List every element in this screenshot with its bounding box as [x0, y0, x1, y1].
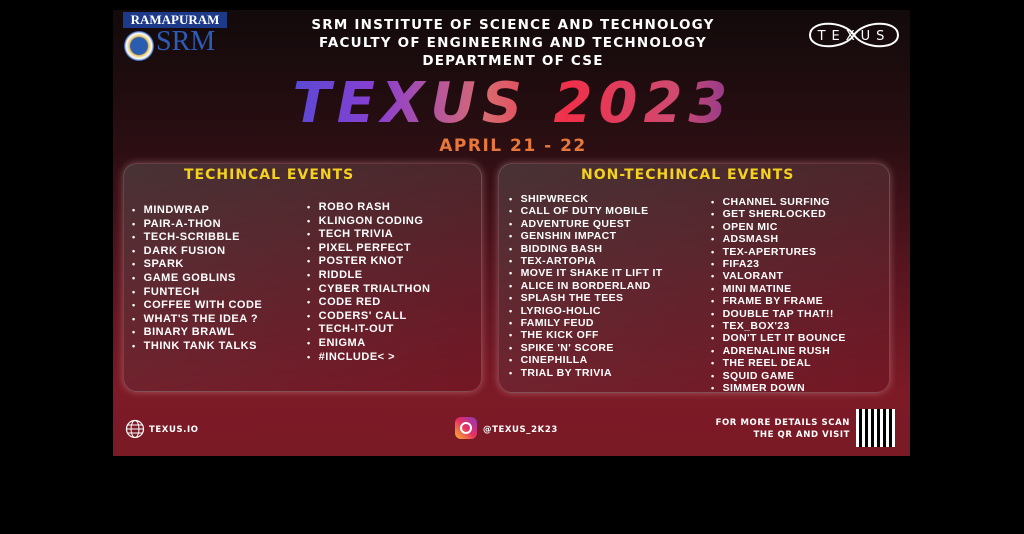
- texus-logo: TEXUS: [808, 22, 900, 48]
- event-item: KLINGON CODING: [307, 215, 430, 229]
- event-item: CYBER TRIALTHON: [307, 283, 430, 297]
- event-item: THE REEL DEAL: [711, 357, 846, 369]
- srm-seal-icon: [124, 31, 154, 61]
- event-item: SIMMER DOWN: [711, 382, 846, 394]
- event-item: THINK TANK TALKS: [132, 340, 262, 354]
- event-item: CODERS' CALL: [307, 310, 430, 324]
- header-line-1: SRM INSTITUTE OF SCIENCE AND TECHNOLOGY: [311, 17, 715, 33]
- header-line-3: DEPARTMENT OF CSE: [422, 53, 604, 69]
- event-item: SPIKE 'N' SCORE: [509, 342, 663, 354]
- event-item: BIDDING BASH: [509, 243, 663, 255]
- event-item: FRAME BY FRAME: [711, 295, 846, 307]
- event-item: TEX-ARTOPIA: [509, 255, 663, 267]
- qr-code[interactable]: [853, 406, 898, 450]
- event-item: SPARK: [132, 258, 262, 272]
- event-item: CINEPHILLA: [509, 354, 663, 366]
- event-item: CHANNEL SURFING: [711, 196, 846, 208]
- event-item: ADRENALINE RUSH: [711, 345, 846, 357]
- event-item: TEX_BOX'23: [711, 320, 846, 332]
- event-item: RIDDLE: [307, 269, 430, 283]
- event-item: CODE RED: [307, 296, 430, 310]
- event-item: SPLASH THE TEES: [509, 292, 663, 304]
- event-item: PAIR-A-THON: [132, 218, 262, 232]
- event-item: ADVENTURE QUEST: [509, 218, 663, 230]
- event-item: GAME GOBLINS: [132, 272, 262, 286]
- event-item: GET SHERLOCKED: [711, 208, 846, 220]
- event-date: APRIL 21 - 22: [439, 136, 587, 156]
- event-title: TEXUS 2023: [243, 76, 783, 132]
- event-item: MOVE IT SHAKE IT LIFT IT: [509, 267, 663, 279]
- event-item: CALL OF DUTY MOBILE: [509, 205, 663, 217]
- event-item: WHAT'S THE IDEA ?: [132, 313, 262, 327]
- event-item: TECH-IT-OUT: [307, 323, 430, 337]
- event-item: VALORANT: [711, 270, 846, 282]
- svg-text:TEXUS: TEXUS: [817, 29, 891, 44]
- event-item: DON'T LET IT BOUNCE: [711, 332, 846, 344]
- globe-icon: [125, 419, 145, 439]
- non-technical-list-2: CHANNEL SURFINGGET SHERLOCKEDOPEN MICADS…: [711, 196, 846, 395]
- event-item: LYRIGO-HOLIC: [509, 305, 663, 317]
- event-item: MINI MATINE: [711, 283, 846, 295]
- event-item: BINARY BRAWL: [132, 326, 262, 340]
- instagram-handle[interactable]: @TEXUS_2K23: [483, 425, 558, 435]
- event-item: DARK FUSION: [132, 245, 262, 259]
- event-item: FIFA23: [711, 258, 846, 270]
- event-item: TEX-APERTURES: [711, 246, 846, 258]
- srm-logo-campus: RAMAPURAM: [123, 12, 227, 28]
- event-item: GENSHIN IMPACT: [509, 230, 663, 242]
- header-line-2: FACULTY OF ENGINEERING AND TECHNOLOGY: [319, 35, 707, 51]
- event-item: ALICE IN BORDERLAND: [509, 280, 663, 292]
- details-line-2: THE QR AND VISIT: [753, 430, 850, 440]
- non-technical-list-1: SHIPWRECKCALL OF DUTY MOBILEADVENTURE QU…: [509, 193, 663, 379]
- event-item: #INCLUDE< >: [307, 351, 430, 365]
- details-line-1: FOR MORE DETAILS SCAN: [715, 418, 850, 428]
- technical-list-2: ROBO RASHKLINGON CODINGTECH TRIVIAPIXEL …: [307, 201, 430, 364]
- non-technical-events-panel: NON-TECHINCAL EVENTS SHIPWRECKCALL OF DU…: [498, 163, 890, 395]
- event-item: THE KICK OFF: [509, 329, 663, 341]
- technical-heading: TECHINCAL EVENTS: [184, 167, 355, 183]
- event-item: DOUBLE TAP THAT!!: [711, 308, 846, 320]
- event-item: ENIGMA: [307, 337, 430, 351]
- event-item: FUNTECH: [132, 286, 262, 300]
- event-item: MINDWRAP: [132, 204, 262, 218]
- event-poster: RAMAPURAM SRM SRM INSTITUTE OF SCIENCE A…: [113, 10, 910, 456]
- event-item: SHIPWRECK: [509, 193, 663, 205]
- event-item: TECH TRIVIA: [307, 228, 430, 242]
- srm-logo: RAMAPURAM SRM: [123, 12, 227, 62]
- event-item: TECH-SCRIBBLE: [132, 231, 262, 245]
- non-technical-heading: NON-TECHINCAL EVENTS: [581, 167, 795, 183]
- event-item: SQUID GAME: [711, 370, 846, 382]
- event-item: PIXEL PERFECT: [307, 242, 430, 256]
- event-item: COFFEE WITH CODE: [132, 299, 262, 313]
- technical-events-panel: TECHINCAL EVENTS MINDWRAPPAIR-A-THONTECH…: [123, 163, 482, 392]
- event-item: ADSMASH: [711, 233, 846, 245]
- srm-logo-name: SRM: [156, 26, 216, 57]
- technical-list-1: MINDWRAPPAIR-A-THONTECH-SCRIBBLEDARK FUS…: [132, 204, 262, 354]
- event-item: TRIAL BY TRIVIA: [509, 367, 663, 379]
- institute-header: SRM INSTITUTE OF SCIENCE AND TECHNOLOGY …: [263, 16, 763, 70]
- event-item: OPEN MIC: [711, 221, 846, 233]
- website-link[interactable]: TEXUS.IO: [149, 425, 199, 435]
- event-item: POSTER KNOT: [307, 255, 430, 269]
- instagram-icon: [455, 417, 477, 439]
- event-item: FAMILY FEUD: [509, 317, 663, 329]
- event-item: ROBO RASH: [307, 201, 430, 215]
